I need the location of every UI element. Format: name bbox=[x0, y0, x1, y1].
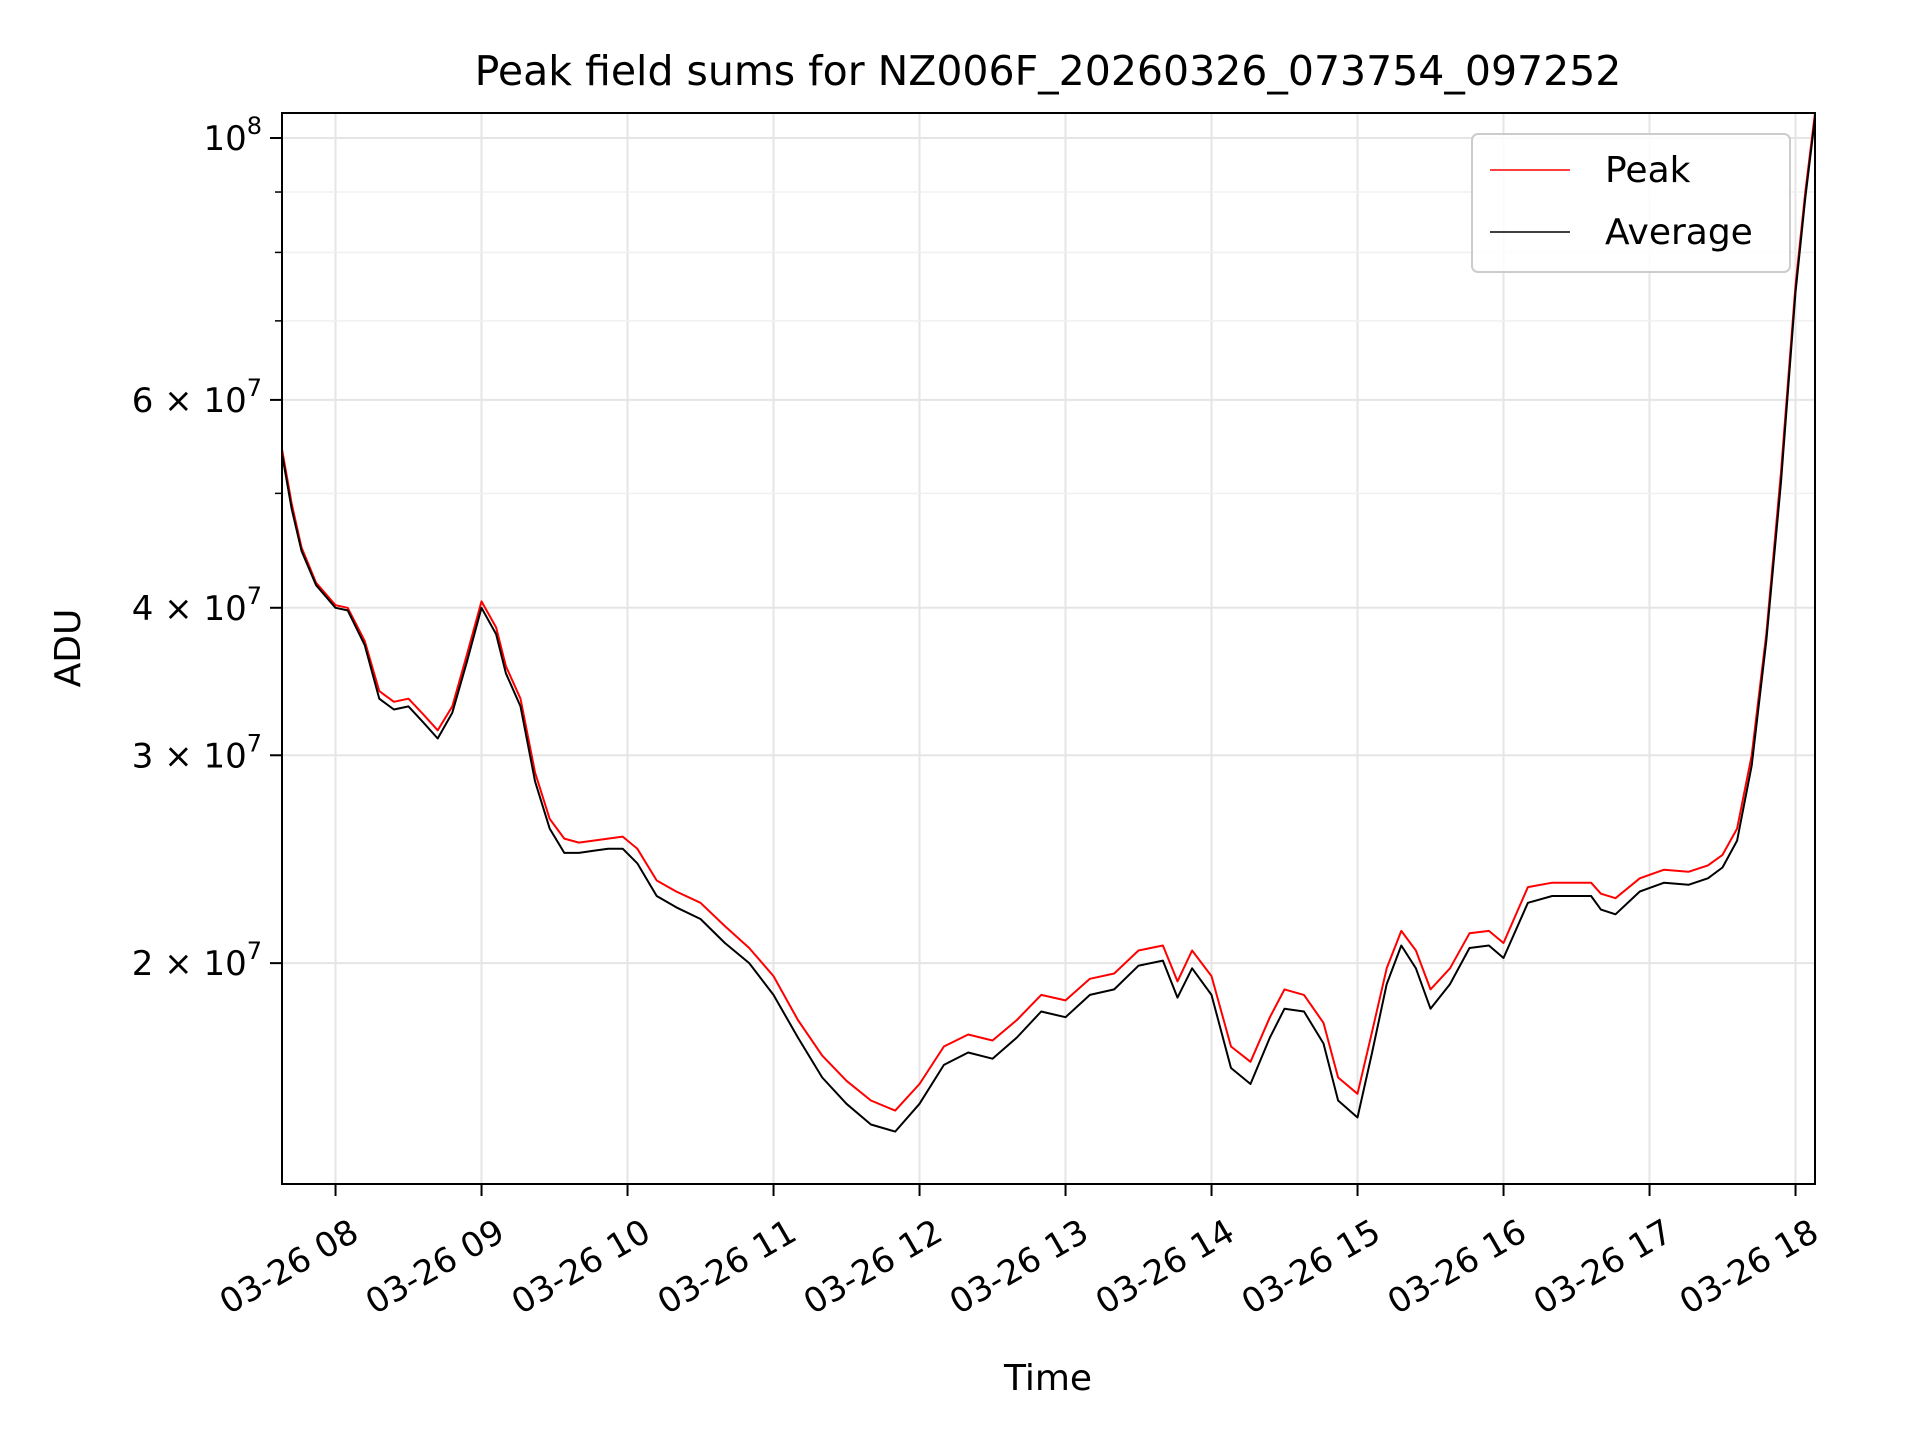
chart-title: Peak field sums for NZ006F_20260326_0737… bbox=[475, 47, 1622, 95]
y-tick-label: 3 × 107 bbox=[132, 729, 262, 776]
series-line-peak bbox=[282, 113, 1815, 1112]
legend: Peak Average bbox=[1471, 133, 1791, 273]
series-line-average bbox=[282, 117, 1815, 1133]
y-tick-label: 2 × 107 bbox=[132, 937, 262, 984]
plot-frame bbox=[281, 112, 1816, 1185]
y-axis: 2 × 107 3 × 107 4 × 107 6 × 107 108 bbox=[132, 112, 282, 984]
plot-series bbox=[282, 113, 1815, 1133]
y-axis-label: ADU bbox=[48, 609, 89, 688]
y-tick-label: 6 × 107 bbox=[132, 374, 262, 421]
y-tick-label: 108 bbox=[203, 112, 262, 159]
y-tick-label: 4 × 107 bbox=[132, 582, 262, 629]
legend-box bbox=[1471, 133, 1791, 273]
x-axis-label: Time bbox=[1003, 1358, 1092, 1399]
legend-label-average: Average bbox=[1605, 212, 1753, 253]
legend-label-peak: Peak bbox=[1605, 150, 1691, 191]
